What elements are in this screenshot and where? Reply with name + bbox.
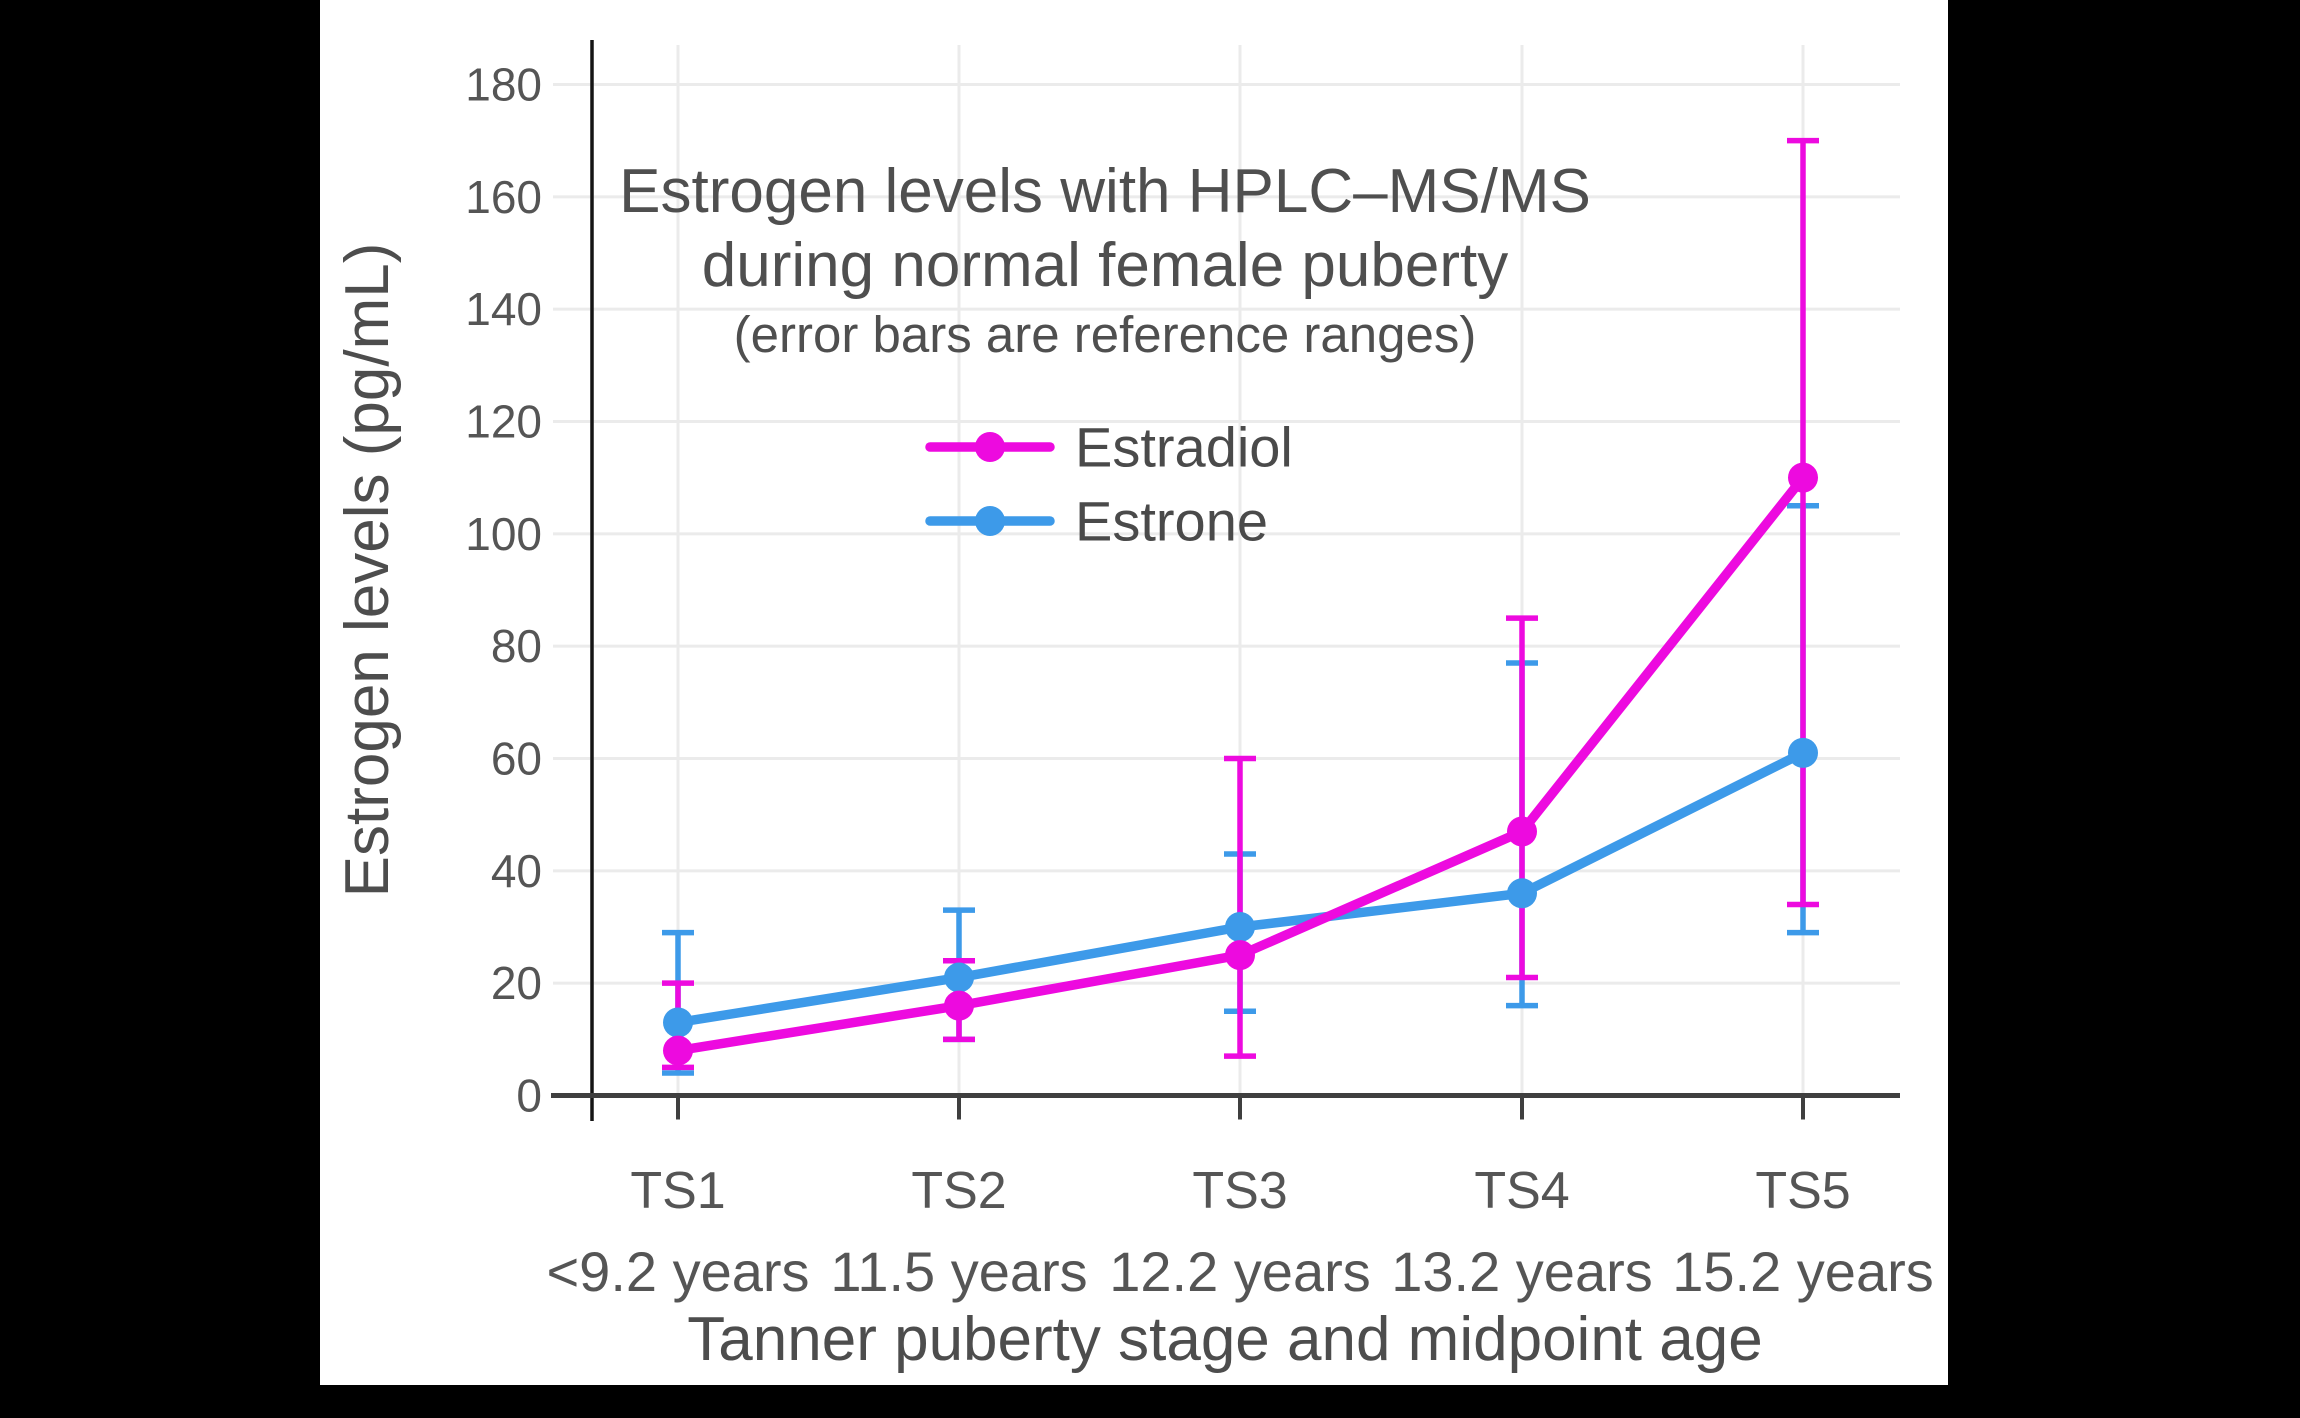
estradiol-marker-TS4: [1507, 816, 1537, 847]
tick-labels: 0 20 40 60 80 100 120 140 160 180 TS1 TS2 TS3 TS4 TS5 <…: [465, 58, 1934, 1303]
estrone-marker-TS4: [1507, 878, 1537, 909]
y-tick-label-20: 20: [491, 957, 542, 1009]
estrone-marker-TS3: [1225, 911, 1255, 942]
estradiol-marker-TS1: [663, 1035, 693, 1066]
y-tick-label-180: 180: [465, 58, 542, 110]
chart-title-line-2: during normal female puberty: [702, 231, 1508, 300]
chart-subtitle: (error bars are reference ranges): [734, 306, 1477, 363]
estrone-marker-TS1: [663, 1007, 693, 1038]
estradiol-marker-TS2: [944, 990, 974, 1021]
chart-title-line-1: Estrogen levels with HPLC–MS/MS: [619, 157, 1591, 226]
chart-panel: 0 20 40 60 80 100 120 140 160 180 TS1 TS2 TS3 TS4 TS5 <…: [320, 0, 1948, 1385]
x-axis-title: Tanner puberty stage and midpoint age: [687, 1305, 1762, 1374]
x-age-label-TS1: <9.2 years: [546, 1240, 809, 1303]
y-tick-label-80: 80: [491, 620, 542, 672]
x-stage-label-TS1: TS1: [630, 1162, 725, 1220]
series-layer: [662, 137, 1819, 1076]
x-stage-label-TS5: TS5: [1755, 1162, 1850, 1220]
y-tick-label-0: 0: [516, 1070, 542, 1122]
y-axis-title: Estrogen levels (pg/mL): [333, 243, 402, 898]
x-age-label-TS4: 13.2 years: [1391, 1240, 1653, 1303]
x-age-label-TS3: 12.2 years: [1109, 1240, 1371, 1303]
legend: Estradiol Estrone: [925, 416, 1293, 553]
legend-swatch-marker-estradiol: [975, 432, 1005, 462]
x-stage-label-TS2: TS2: [911, 1162, 1006, 1220]
y-tick-label-100: 100: [465, 508, 542, 560]
estrone-marker-TS2: [944, 962, 974, 993]
estrogen-line-chart: 0 20 40 60 80 100 120 140 160 180 TS1 TS2 TS3 TS4 TS5 <…: [333, 40, 1934, 1374]
y-tick-label-60: 60: [491, 732, 542, 784]
estradiol-marker-TS5: [1788, 462, 1818, 493]
y-tick-label-140: 140: [465, 283, 542, 335]
y-tick-label-40: 40: [491, 845, 542, 897]
x-age-label-TS2: 11.5 years: [830, 1240, 1087, 1303]
legend-label-estrone: Estrone: [1075, 490, 1268, 553]
y-tick-label-120: 120: [465, 395, 542, 447]
legend-label-estradiol: Estradiol: [1075, 416, 1293, 479]
estrone-marker-TS5: [1788, 737, 1818, 768]
x-age-label-TS5: 15.2 years: [1672, 1240, 1934, 1303]
y-tick-label-160: 160: [465, 171, 542, 223]
axes: [551, 40, 1900, 1121]
legend-swatch-marker-estrone: [975, 506, 1005, 536]
x-stage-label-TS4: TS4: [1474, 1162, 1569, 1220]
estradiol-marker-TS3: [1225, 940, 1255, 971]
x-stage-label-TS3: TS3: [1192, 1162, 1287, 1220]
